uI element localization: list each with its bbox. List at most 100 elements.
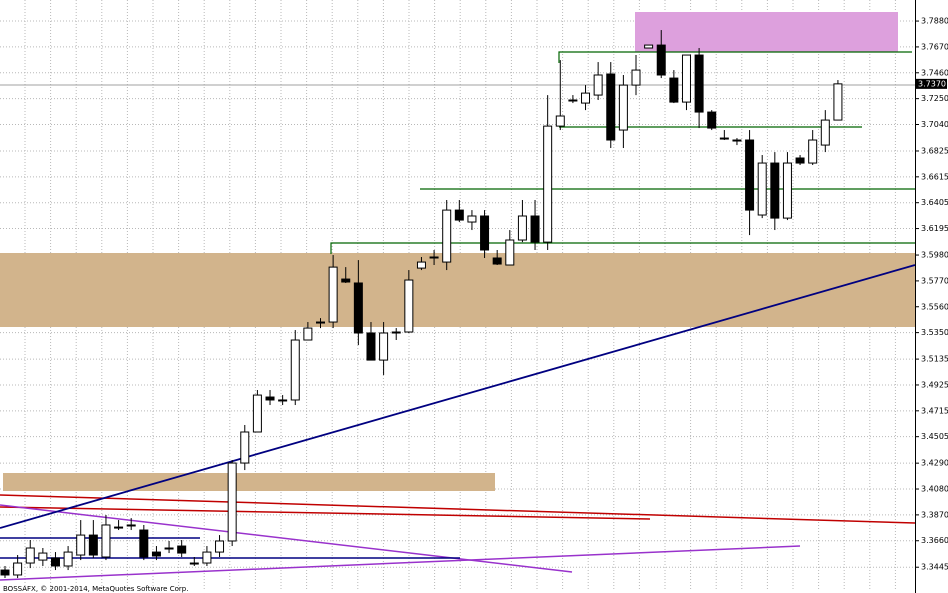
candle-body [202,551,212,564]
candle-body [530,215,540,243]
candle-body [25,547,35,564]
candle-body [492,257,502,265]
candle-body [416,261,426,269]
candle-body [341,278,351,283]
candle-body [467,215,477,223]
candle-body [606,73,616,141]
trend-line [0,506,651,520]
y-tick-label: 3.5980 [921,251,948,260]
y-tick-label: 3.5560 [921,302,948,311]
candle-body [745,139,755,211]
candle-body [757,162,767,216]
y-tick-label: 3.5350 [921,328,948,337]
level-line [330,242,915,254]
candle-body [568,99,578,102]
y-tick-label: 3.7880 [921,17,948,26]
candle-body [114,526,124,529]
y-tick-label: 3.5135 [921,355,948,364]
y-tick-label: 3.5770 [921,276,948,285]
candle-body [631,69,641,86]
candle-body [782,162,792,219]
y-tick-label: 3.7040 [921,120,948,129]
y-tick-label: 3.4715 [921,406,948,415]
candle-body [429,256,439,259]
candle-body [252,394,262,433]
y-tick-label: 3.6825 [921,146,948,155]
candle-body [0,569,10,576]
candle-body [379,332,389,361]
candle-body [50,557,60,567]
trend-line [0,545,801,581]
candle-body [38,552,48,561]
candle-body [177,545,187,554]
price-axis-labels: 3.7880 3.7670 3.7460 3.7250 3.7040 3.6825 3.66… [915,17,948,572]
candles [0,30,843,579]
y-tick-label: 3.7670 [921,42,948,51]
resistance-zone [635,12,898,52]
y-tick-label: 3.3870 [921,510,948,519]
candle-body [391,331,401,334]
candle-body [795,157,805,164]
candle-body [543,125,553,243]
trend-line [0,264,916,529]
candle-body [101,524,111,558]
candle-body [618,84,628,131]
footer: BOSSAFX, © 2001-2014, MetaQuotes Softwar… [3,585,188,593]
candle-body [265,396,275,401]
candle-body [442,209,452,263]
candle-body [694,54,704,113]
last-price-label: 3.7370 [918,79,946,88]
y-tick-label: 3.6615 [921,172,948,181]
candle-body [681,54,691,103]
y-tick-label: 3.4925 [921,380,948,389]
y-tick-label: 3.4080 [921,485,948,494]
candle-body [644,44,654,49]
y-tick-label: 3.7460 [921,68,948,77]
candle-body [353,282,363,334]
y-tick-label: 3.4505 [921,432,948,441]
level-line [558,51,912,63]
candle-body [517,215,527,241]
candle-body [454,209,464,221]
candle-body [656,44,666,76]
support-zone [3,473,495,491]
candle-body [88,534,98,556]
candle-body [227,462,237,542]
y-tick-label: 3.3445 [921,563,948,572]
candle-body [151,551,161,557]
last-price-box [916,78,947,89]
y-tick-label: 3.6405 [921,198,948,207]
candle-body [480,215,490,251]
y-tick-label: 3.6195 [921,224,948,233]
candle-body [366,332,376,361]
candle-body [707,111,717,129]
candle-body [593,74,603,96]
candle-body [278,399,288,402]
trend-line [0,504,573,573]
candle-body [139,529,149,558]
candle-body [13,562,23,576]
candle-body [189,562,199,565]
candle-body [581,92,591,104]
candle-body [303,327,313,341]
candle-body [555,115,565,127]
candle-body [719,137,729,140]
candle-body [404,279,414,333]
y-tick-label: 3.3660 [921,536,948,545]
candle-body [732,139,742,142]
candle-body [126,524,136,527]
candle-body [820,119,830,146]
candle-body [316,321,325,324]
trend-line [0,494,916,524]
y-tick-label: 3.4290 [921,459,948,468]
candle-body [505,239,515,266]
y-tick-label: 3.7250 [921,94,948,103]
candle-body [240,431,250,464]
candle-body [290,339,300,401]
candle-body [215,540,225,553]
candle-body [63,551,73,567]
candle-body [76,534,86,556]
candle-body [808,139,818,164]
